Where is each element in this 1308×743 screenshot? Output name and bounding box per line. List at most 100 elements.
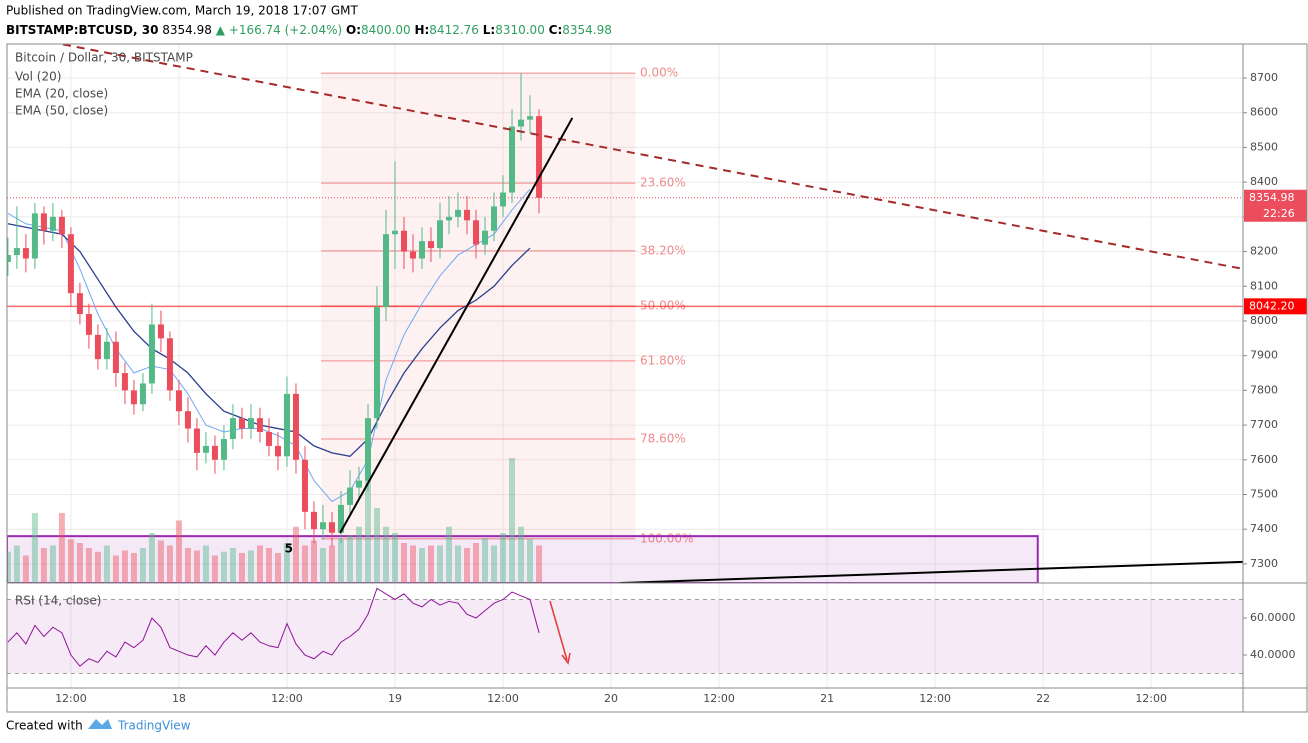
volume-bar: [139, 548, 146, 583]
ohlc-value: 8354.98: [562, 23, 612, 37]
y-tick-label: 8600: [1250, 106, 1278, 119]
y-tick-label: 7800: [1250, 383, 1278, 396]
candle-body: [482, 230, 489, 245]
volume-bar: [310, 540, 317, 583]
volume-bar: [382, 526, 389, 583]
volume-bar: [13, 545, 20, 583]
candle-body: [527, 116, 534, 120]
ohlc-value: 8412.76: [429, 23, 479, 37]
grid: [7, 44, 1243, 688]
legend-entry: EMA (50, close): [15, 104, 108, 118]
symbol-line: BITSTAMP:BTCUSD, 30 8354.98 ▲ +166.74 (+…: [6, 23, 612, 37]
candle-body: [22, 248, 29, 259]
candle-body: [400, 230, 407, 252]
fib-label: 23.60%: [640, 176, 686, 190]
candle-body: [121, 373, 128, 391]
candle-body: [202, 445, 209, 453]
volume-bar: [220, 551, 227, 583]
candle-body: [7, 255, 11, 262]
volume-bar: [49, 545, 56, 583]
volume-bar: [409, 545, 416, 583]
x-tick-label: 12:00: [1135, 692, 1167, 705]
candle-body: [148, 324, 155, 384]
y-tick-label: 7600: [1250, 453, 1278, 466]
volume-bar: [121, 550, 128, 583]
annotation: 5: [285, 541, 293, 555]
volume-bar: [536, 545, 543, 583]
candle-body: [428, 241, 435, 249]
volume-bar: [58, 513, 65, 583]
change: ▲ +166.74 (+2.04%): [216, 23, 342, 37]
candle-body: [283, 393, 290, 457]
price-label: 8354.98: [1249, 191, 1295, 204]
rsi-title: RSI (14, close): [15, 594, 101, 608]
candle-body: [473, 220, 480, 245]
candle-body: [419, 241, 426, 259]
fib-label: 100.00%: [640, 531, 693, 545]
x-tick-label: 22: [1036, 692, 1050, 705]
candle-body: [139, 383, 146, 405]
candle-body: [130, 390, 137, 405]
footer-brand[interactable]: TradingView: [117, 719, 191, 733]
y-tick-label: 8500: [1250, 140, 1278, 153]
ohlc-value: 8400.00: [361, 23, 411, 37]
candle-body: [464, 209, 471, 221]
candle-body: [364, 418, 371, 481]
volume-bar: [238, 553, 245, 583]
candle-body: [238, 418, 245, 429]
volume-bar: [464, 548, 471, 583]
ohlc-value: 8310.00: [495, 23, 545, 37]
candle-body: [31, 213, 38, 259]
volume-bar: [193, 550, 200, 583]
volume-bar: [364, 480, 371, 583]
x-tick-label: 12:00: [919, 692, 951, 705]
volume-bar: [22, 555, 29, 583]
volume-bar: [274, 553, 281, 583]
x-tick-label: 18: [172, 692, 186, 705]
legend-entry: Vol (20): [15, 70, 61, 84]
last: 8354.98: [162, 23, 212, 37]
volume-bar: [509, 458, 516, 583]
candle-body: [310, 511, 317, 530]
ohlc-key: H:: [414, 23, 429, 37]
x-tick-label: 19: [388, 692, 402, 705]
volume-bar: [328, 545, 335, 583]
countdown: 22:26: [1263, 207, 1295, 220]
candle-body: [455, 209, 462, 217]
y-tick-label: 7400: [1250, 522, 1278, 535]
candle-body: [409, 251, 416, 259]
x-tick-label: 20: [604, 692, 618, 705]
candle-body: [256, 418, 263, 433]
volume-bar: [292, 526, 299, 583]
candle-body: [518, 119, 525, 127]
arrow: [549, 600, 568, 661]
fib-label: 38.20%: [640, 243, 686, 257]
rsi-tick-label: 40.0000: [1250, 648, 1296, 661]
candle-body: [166, 338, 173, 391]
volume-bar: [400, 543, 407, 583]
candle-body: [328, 522, 335, 533]
candle-body: [229, 418, 236, 439]
volume-bar: [175, 520, 182, 583]
volume-bar: [500, 533, 507, 583]
candle-body: [491, 206, 498, 231]
volume-bar: [40, 548, 47, 583]
volume-bar: [76, 543, 83, 583]
volume-bar: [518, 526, 525, 583]
legend-entry: EMA (20, close): [15, 87, 108, 101]
price-label: 8042.20: [1249, 299, 1295, 312]
y-tick-label: 7700: [1250, 418, 1278, 431]
x-tick-label: 12:00: [55, 692, 87, 705]
ohlc-key: L:: [483, 23, 495, 37]
frame: [6, 43, 1308, 713]
candle-body: [274, 445, 281, 457]
volume-bar: [491, 545, 498, 583]
x-tick-label: 12:00: [703, 692, 735, 705]
volume-bar: [157, 540, 164, 583]
price-label-box: [1244, 298, 1307, 315]
rsi-line: [7, 587, 540, 667]
volume-bar: [265, 548, 272, 583]
volume-bar: [355, 526, 362, 583]
candle-body: [175, 390, 182, 412]
